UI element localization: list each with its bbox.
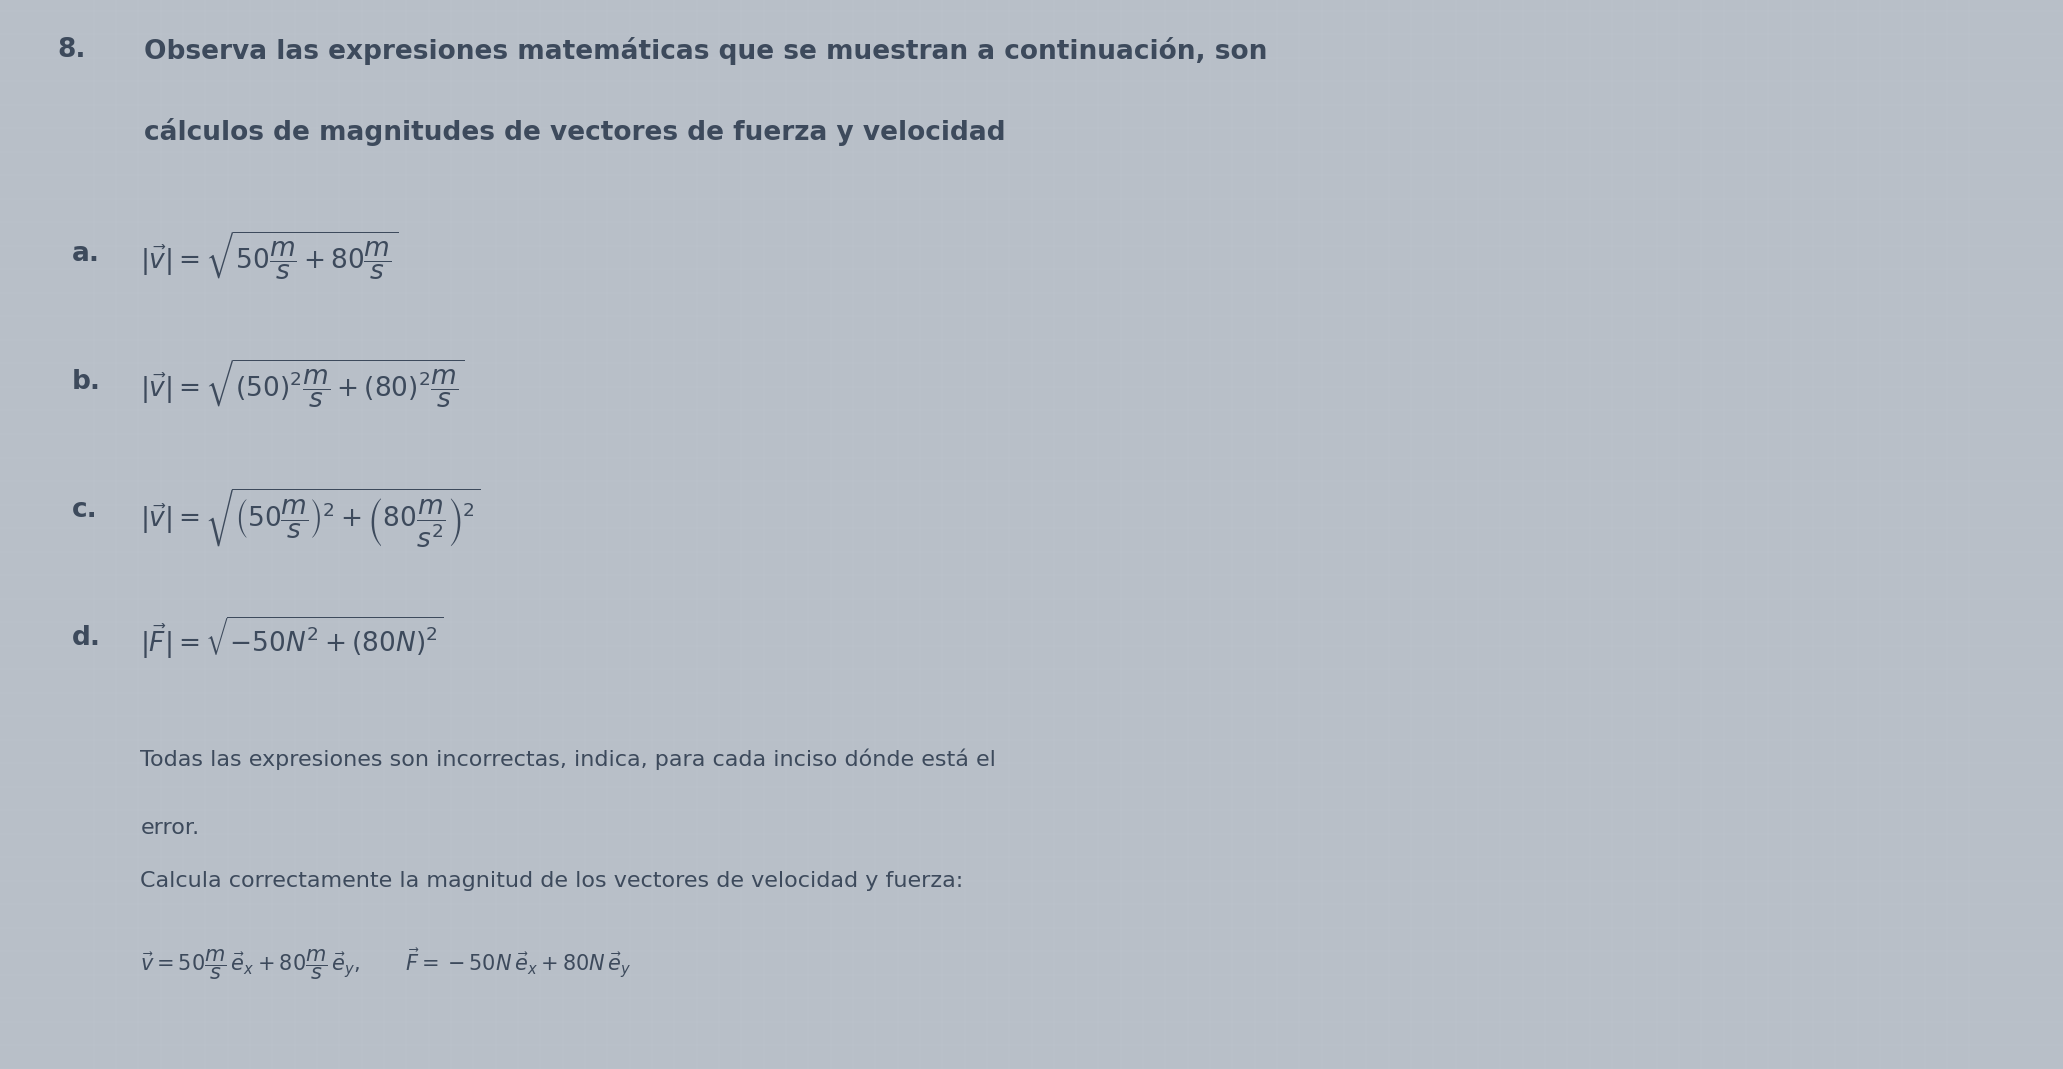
Text: c.: c. <box>72 497 97 523</box>
Text: 8.: 8. <box>58 37 87 63</box>
Text: $|\vec{v}| = \sqrt{\left(50\dfrac{m}{s}\right)^2+\left(80\dfrac{m}{s^2}\right)^2: $|\vec{v}| = \sqrt{\left(50\dfrac{m}{s}\… <box>140 486 481 551</box>
Text: $\vec{v} = 50\dfrac{m}{s}\,\vec{e}_x + 80\dfrac{m}{s}\,\vec{e}_y, \quad\quad \ve: $\vec{v} = 50\dfrac{m}{s}\,\vec{e}_x + 8… <box>140 946 631 981</box>
Text: d.: d. <box>72 625 101 651</box>
Text: a.: a. <box>72 241 101 266</box>
Text: cálculos de magnitudes de vectores de fuerza y velocidad: cálculos de magnitudes de vectores de fu… <box>144 118 1007 145</box>
Text: $|\vec{v}| = \sqrt{(50)^2\dfrac{m}{s}+(80)^2\dfrac{m}{s}}$: $|\vec{v}| = \sqrt{(50)^2\dfrac{m}{s}+(8… <box>140 358 466 412</box>
Text: Calcula correctamente la magnitud de los vectores de velocidad y fuerza:: Calcula correctamente la magnitud de los… <box>140 871 963 892</box>
Text: Todas las expresiones son incorrectas, indica, para cada inciso dónde está el: Todas las expresiones son incorrectas, i… <box>140 748 996 770</box>
Text: $|\vec{F}| = \sqrt{-50N^2+(80N)^2}$: $|\vec{F}| = \sqrt{-50N^2+(80N)^2}$ <box>140 615 444 662</box>
Text: Observa las expresiones matemáticas que se muestran a continuación, son: Observa las expresiones matemáticas que … <box>144 37 1269 65</box>
Text: $|\vec{v}| = \sqrt{50\dfrac{m}{s}+80\dfrac{m}{s}}$: $|\vec{v}| = \sqrt{50\dfrac{m}{s}+80\dfr… <box>140 230 398 283</box>
Text: error.: error. <box>140 818 200 838</box>
Text: b.: b. <box>72 369 101 394</box>
